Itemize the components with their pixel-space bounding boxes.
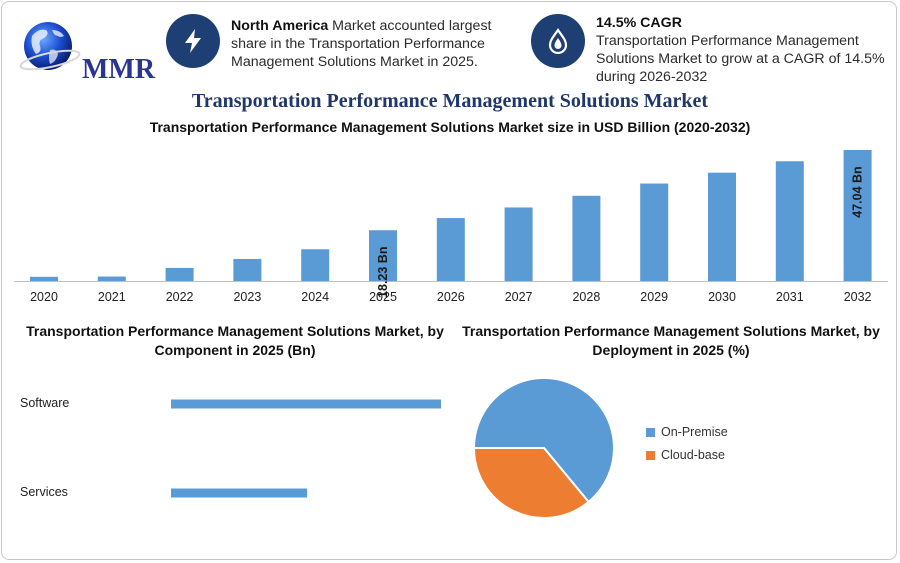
region-info-text: North America Market accounted largest s… (231, 17, 511, 71)
region-description: Market accounted largest share in the Tr… (231, 18, 492, 70)
bar-2027 (504, 207, 533, 281)
x-tick-label: 2029 (640, 290, 668, 304)
legend-label: Cloud-base (661, 448, 725, 462)
region-highlight: North America (231, 18, 329, 34)
globe-icon (19, 22, 81, 71)
cagr-description: Transportation Performance Management So… (596, 33, 885, 85)
data-label: 47.04 Bn (851, 166, 865, 217)
x-tick-label: 2030 (708, 290, 736, 304)
bar-2024 (301, 249, 330, 281)
x-tick-label: 2021 (98, 290, 126, 304)
bar-chart-subtitle: Transportation Performance Management So… (149, 119, 751, 135)
pie-slice-cloud-base (472, 447, 591, 520)
main-title: Transportation Performance Management So… (191, 90, 709, 112)
x-tick-label: 2026 (437, 290, 465, 304)
deployment-pie-chart: On-Premise Cloud-base (472, 377, 728, 520)
x-tick-label: 2025 (369, 290, 397, 304)
legend-swatch (646, 451, 655, 460)
cagr-info-text: 14.5% CAGR Transportation Performance Ma… (596, 14, 886, 86)
legend-swatch (646, 428, 655, 437)
bar-2029 (640, 183, 669, 281)
x-tick-label: 2031 (776, 290, 804, 304)
pie-slice-on-premise (472, 377, 615, 504)
category-label: Software (20, 396, 69, 410)
bar-2020 (30, 276, 58, 281)
market-size-bar-chart: 2020 2021 2022 2023 2024 2025 2026 2027 2028 2029… (14, 150, 888, 304)
logo-text: MMR (82, 54, 156, 85)
category-label: Services (20, 485, 68, 499)
x-tick-label: 2024 (301, 290, 329, 304)
cagr-highlight: 14.5% CAGR (596, 15, 682, 31)
bar-services (171, 488, 308, 498)
data-label: 18.23 Bn (376, 247, 390, 298)
bar-2030 (708, 172, 736, 281)
bar-2021 (97, 276, 126, 281)
x-tick-label: 2027 (505, 290, 533, 304)
bar-2032 (843, 150, 872, 281)
drop-icon (531, 14, 585, 68)
component-bar-chart: Software Services (20, 396, 441, 499)
bar-2025 (369, 230, 397, 281)
x-tick-label: 2022 (166, 290, 194, 304)
component-chart-title: Transportation Performance Management So… (26, 323, 444, 358)
bar-2031 (775, 161, 804, 281)
x-tick-label: 2023 (233, 290, 261, 304)
bar-2026 (436, 218, 465, 281)
x-tick-label: 2028 (572, 290, 600, 304)
x-tick-label: 2020 (30, 290, 58, 304)
bar-2028 (572, 195, 601, 281)
deployment-chart-title: Transportation Performance Management So… (462, 323, 880, 358)
bar-2022 (165, 267, 194, 281)
lightning-icon (166, 14, 220, 68)
bar-2023 (233, 258, 262, 281)
legend-label: On-Premise (661, 425, 728, 439)
mmr-logo: MMR (14, 16, 155, 85)
x-tick-label: 2032 (844, 290, 872, 304)
bar-software (171, 399, 441, 409)
